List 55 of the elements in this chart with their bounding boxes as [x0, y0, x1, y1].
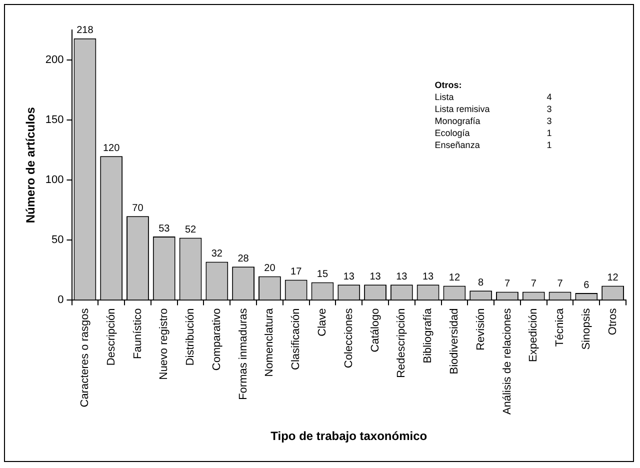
- text: Enseñanza 1: [434, 140, 552, 150]
- data-label: 53: [158, 223, 170, 234]
- data-label: 15: [316, 268, 328, 280]
- data-label: 70: [132, 202, 144, 214]
- data-label: 7: [504, 278, 510, 290]
- data-label: 6: [584, 280, 590, 291]
- annotation: Otros:: [434, 80, 462, 90]
- x-tick-label: Descripción: [105, 308, 118, 366]
- y-tick-label: 150: [45, 114, 64, 126]
- data-label: 17: [290, 266, 302, 278]
- x-tick-label: Revisión: [474, 308, 487, 350]
- y-tick-label: 0: [58, 294, 64, 306]
- data-label: 20: [264, 262, 276, 274]
- data-label: 32: [211, 248, 223, 260]
- x-tick-label: Catálogo: [369, 308, 382, 352]
- text: Ecología 1: [434, 128, 552, 138]
- x-tick-label: Análisis de relaciones: [501, 308, 514, 415]
- x-tick-label: Formas inmaduras: [237, 308, 250, 400]
- x-tick-label: Faunístico: [132, 308, 144, 359]
- x-tick-label: Clasificación: [290, 308, 302, 370]
- data-label: 52: [184, 224, 197, 236]
- y-axis-title: Número de artículos: [24, 106, 38, 224]
- y-tick-label: 100: [45, 174, 64, 186]
- x-axis-title: Tipo de trabajo taxonómico: [270, 429, 428, 444]
- data-label: 28: [238, 253, 250, 264]
- data-label: 8: [478, 277, 484, 288]
- x-tick-label: Comparativo: [210, 308, 223, 371]
- x-tick-label: Otros: [606, 308, 619, 336]
- x-tick-label: Nomenclatura: [264, 307, 276, 377]
- text: Lista remisiva 3: [434, 104, 552, 114]
- x-tick-label: Expedición: [528, 308, 540, 362]
- y-tick-label: 50: [52, 234, 64, 246]
- data-label: 13: [343, 271, 355, 282]
- x-tick-label: Colecciones: [342, 308, 355, 368]
- data-label: 13: [422, 271, 434, 282]
- data-label: 12: [448, 272, 460, 284]
- data-label: 120: [103, 142, 120, 154]
- x-tick-label: Clave: [316, 308, 329, 336]
- x-tick-label: Técnica: [554, 307, 566, 347]
- x-tick-label: Nuevo registro: [158, 308, 170, 380]
- data-label: 7: [530, 278, 537, 290]
- x-tick-label: Biodiversidad: [448, 308, 460, 374]
- data-label: 13: [396, 271, 408, 282]
- text: Monografía 3: [434, 116, 552, 126]
- data-label: 13: [370, 271, 382, 282]
- x-tick-label: Distribución: [184, 308, 197, 366]
- data-label: 12: [607, 272, 619, 284]
- data-label: 7: [557, 278, 564, 290]
- data-label: 218: [76, 25, 94, 36]
- x-tick-label: Bibliografía: [422, 307, 434, 364]
- x-tick-label: Redescripción: [396, 308, 408, 378]
- y-tick-label: 200: [45, 54, 64, 66]
- text: Lista 4: [434, 92, 552, 102]
- x-tick-label: Caracteres o rasgos: [78, 308, 91, 408]
- x-tick-label: Sinopsis: [580, 308, 592, 350]
